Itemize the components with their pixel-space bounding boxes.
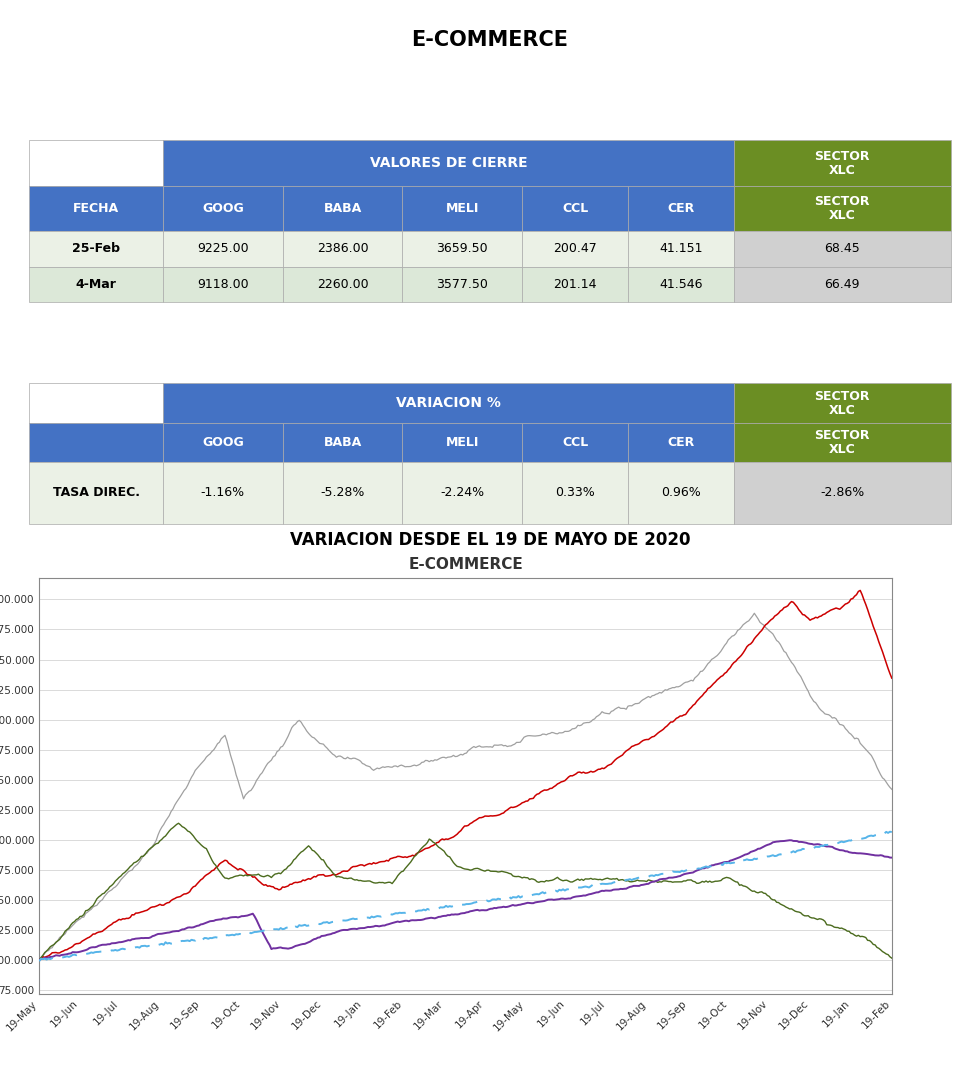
Title: E-COMMERCE: E-COMMERCE [408,557,523,572]
Bar [522,462,628,524]
Bar [522,422,628,462]
Text: 41.546: 41.546 [660,278,703,292]
Text: 201.14: 201.14 [554,278,597,292]
Bar [522,231,628,267]
Text: 9225.00: 9225.00 [197,242,249,256]
Text: SECTOR
XLC: SECTOR XLC [814,390,870,417]
Text: GOOG: GOOG [202,202,244,215]
Bar [29,422,163,462]
Bar [163,267,282,302]
Bar [282,231,403,267]
Bar [282,422,403,462]
Bar [403,186,522,231]
Text: VARIACION DESDE EL 19 DE MAYO DE 2020: VARIACION DESDE EL 19 DE MAYO DE 2020 [290,531,690,549]
Bar [163,231,282,267]
Text: TASA DIREC.: TASA DIREC. [53,486,140,499]
Bar [734,383,951,422]
Text: 0.33%: 0.33% [556,486,595,499]
Text: 3659.50: 3659.50 [436,242,488,256]
Bar [522,267,628,302]
Bar [29,140,163,186]
Bar [522,186,628,231]
Bar [403,231,522,267]
Text: -2.24%: -2.24% [440,486,484,499]
Text: VALORES DE CIERRE: VALORES DE CIERRE [369,157,527,170]
Text: GOOG: GOOG [202,436,244,449]
Text: 2386.00: 2386.00 [317,242,368,256]
Bar [282,462,403,524]
Text: 4-Mar: 4-Mar [75,278,117,292]
Bar [282,186,403,231]
Text: 2260.00: 2260.00 [317,278,368,292]
Text: BABA: BABA [323,202,362,215]
Bar [734,267,951,302]
Bar [29,462,163,524]
Bar [734,231,951,267]
Bar [628,267,734,302]
Text: 200.47: 200.47 [554,242,597,256]
Text: -2.86%: -2.86% [820,486,864,499]
Bar [403,267,522,302]
Text: 68.45: 68.45 [824,242,860,256]
Bar [628,186,734,231]
Text: SECTOR
XLC: SECTOR XLC [814,194,870,222]
Bar [29,231,163,267]
Text: SECTOR
XLC: SECTOR XLC [814,149,870,176]
Bar [163,383,734,422]
Bar [163,186,282,231]
Text: -5.28%: -5.28% [320,486,365,499]
Bar [282,267,403,302]
Text: 3577.50: 3577.50 [436,278,488,292]
Bar [734,462,951,524]
Bar [29,186,163,231]
Text: CER: CER [667,202,695,215]
Bar [734,186,951,231]
Bar [628,231,734,267]
Text: SECTOR
XLC: SECTOR XLC [814,429,870,456]
Text: FECHA: FECHA [74,202,120,215]
Bar [734,422,951,462]
Bar [403,422,522,462]
Bar [163,462,282,524]
Text: MELI: MELI [446,202,479,215]
Text: CCL: CCL [563,436,588,449]
Bar [163,140,734,186]
Bar [628,462,734,524]
Bar [29,267,163,302]
Text: CER: CER [667,436,695,449]
Text: 25-Feb: 25-Feb [73,242,121,256]
Text: 41.151: 41.151 [660,242,703,256]
Bar [163,422,282,462]
Text: 66.49: 66.49 [824,278,860,292]
Bar [403,462,522,524]
Text: 9118.00: 9118.00 [197,278,249,292]
Bar [29,383,163,422]
Text: CCL: CCL [563,202,588,215]
Text: MELI: MELI [446,436,479,449]
Text: VARIACION %: VARIACION % [396,396,501,410]
Bar [628,422,734,462]
Text: 0.96%: 0.96% [662,486,701,499]
Text: -1.16%: -1.16% [201,486,245,499]
Bar [734,140,951,186]
Text: BABA: BABA [323,436,362,449]
Text: E-COMMERCE: E-COMMERCE [412,30,568,51]
